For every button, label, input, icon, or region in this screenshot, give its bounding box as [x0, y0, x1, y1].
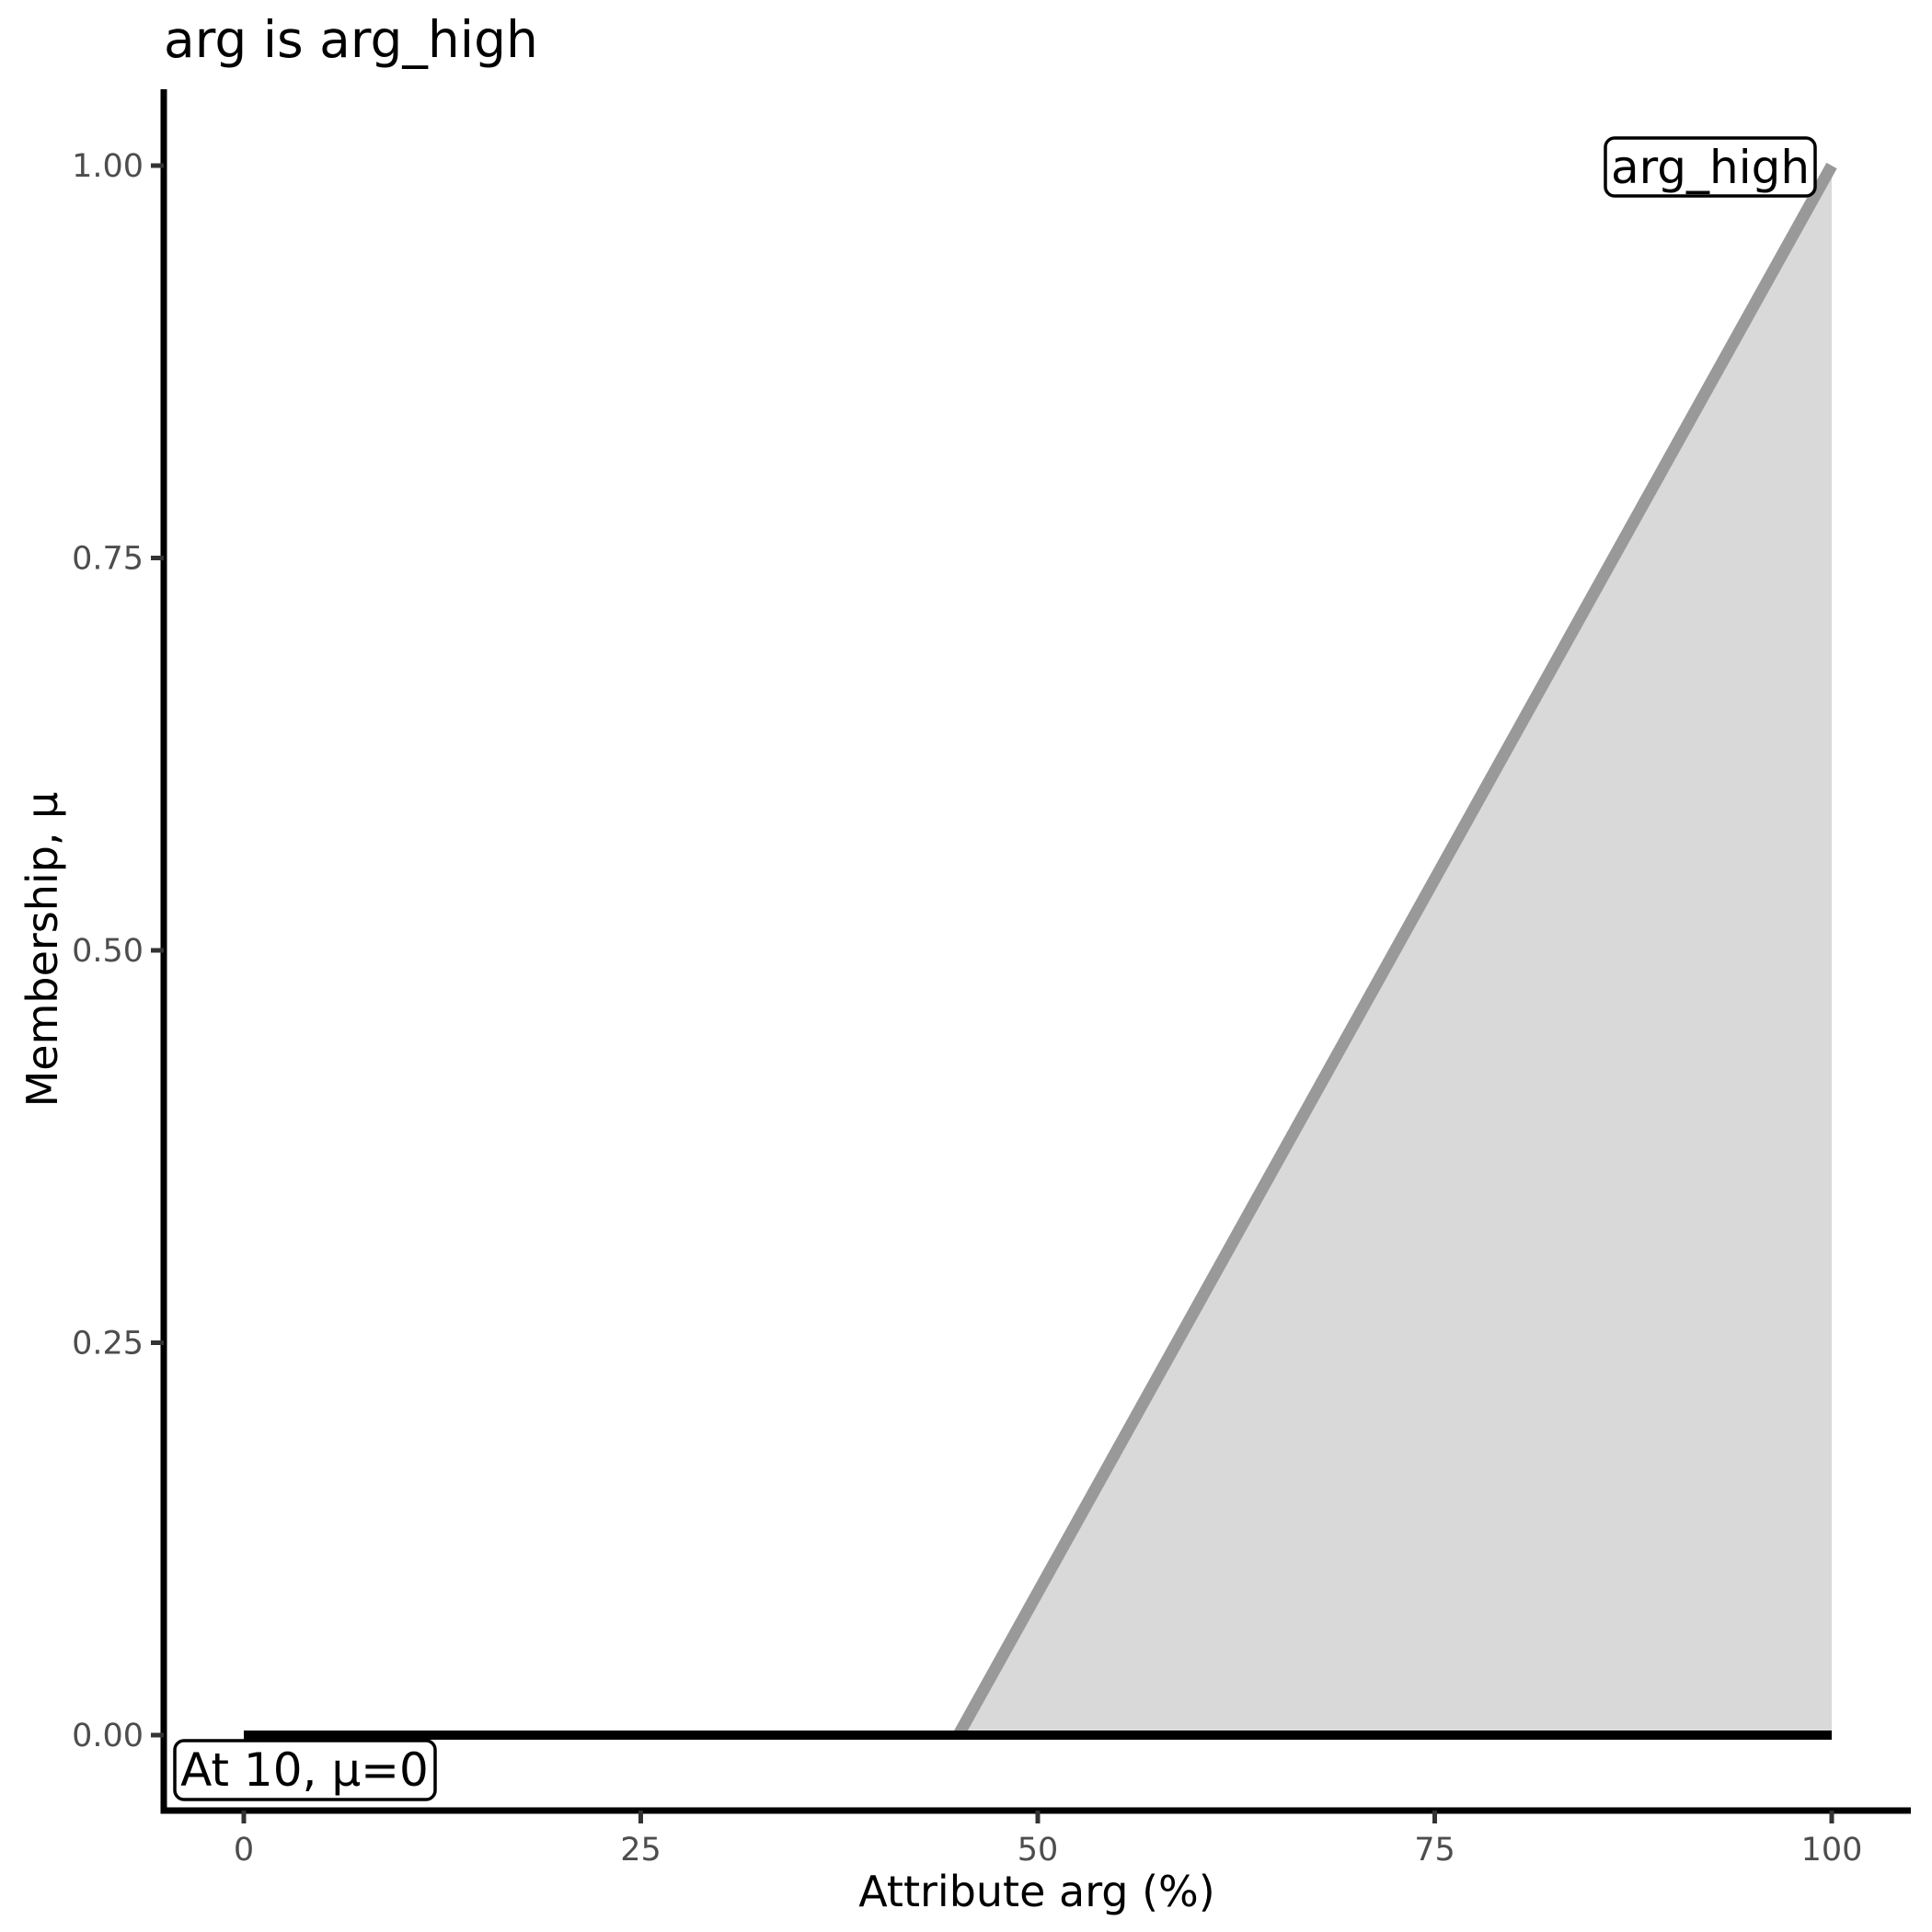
chart-axes-layer: 0 25 50 75 100 0.00 0.25 0.50 0.75 1.00 [72, 89, 1911, 1869]
annotation-arg-high-text: arg_high [1611, 141, 1810, 194]
y-tick-label: 0.75 [72, 541, 144, 578]
membership-line [953, 162, 1837, 1739]
chart-title: arg is arg_high [164, 10, 538, 69]
x-tick-label: 75 [1414, 1832, 1455, 1869]
annotation-at-10-text: At 10, μ=0 [180, 1743, 429, 1797]
x-tick-label: 50 [1018, 1832, 1059, 1869]
y-axis-title: Membership, μ [17, 792, 67, 1108]
annotation-at-10: At 10, μ=0 [173, 1739, 437, 1801]
annotation-arg-high-box [1604, 136, 1817, 198]
annotation-at-10-box [173, 1739, 437, 1801]
y-tick-label: 0.25 [72, 1326, 144, 1363]
y-tick-label: 0.50 [72, 933, 144, 970]
chart-series-layer [244, 162, 1837, 1740]
annotation-arg-high: arg_high [1604, 136, 1817, 198]
x-tick-label: 0 [234, 1832, 254, 1869]
y-tick-label: 1.00 [72, 148, 144, 185]
x-axis-title: Attribute arg (%) [858, 1867, 1214, 1916]
y-tick-label: 0.00 [72, 1718, 144, 1754]
x-tick-label: 100 [1801, 1832, 1863, 1869]
x-tick-label: 25 [620, 1832, 661, 1869]
